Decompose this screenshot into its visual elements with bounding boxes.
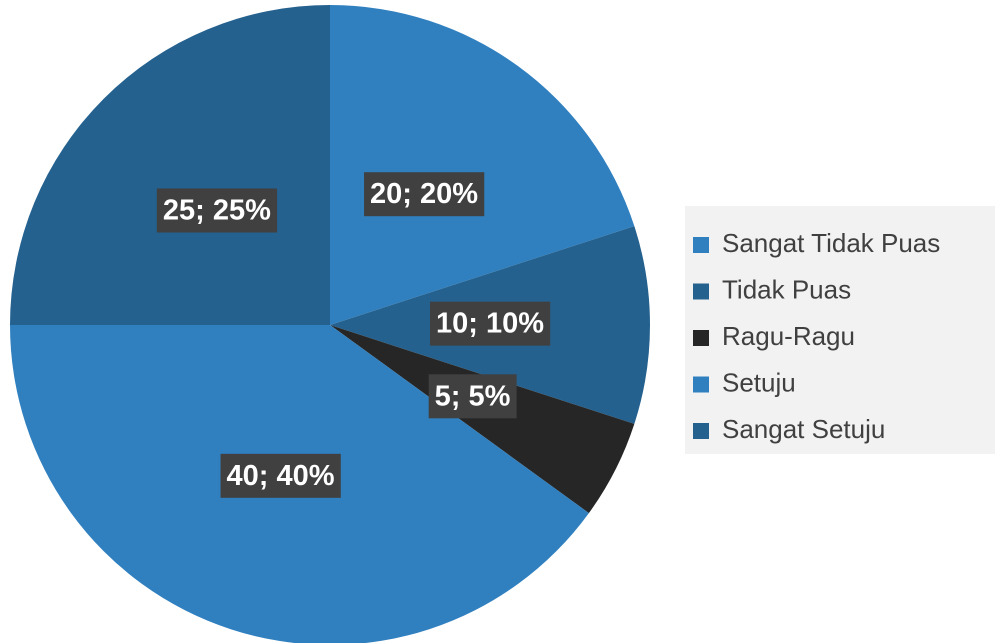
pie-slice xyxy=(330,325,635,514)
data-label: 10; 10% xyxy=(436,308,544,340)
legend-swatch xyxy=(693,423,709,439)
legend: Sangat Tidak Puas Tidak Puas Ragu-Ragu Setu… xyxy=(693,228,940,444)
legend-swatch xyxy=(693,237,709,253)
legend-swatch xyxy=(693,330,709,346)
data-label: 40; 40% xyxy=(227,460,335,492)
legend-label: Ragu-Ragu xyxy=(722,321,855,351)
legend-label: Tidak Puas xyxy=(722,274,851,304)
legend-swatch xyxy=(693,283,709,300)
legend-box xyxy=(685,206,995,454)
legend-label: Sangat Setuju xyxy=(722,414,885,444)
data-label: 25; 25% xyxy=(163,195,271,227)
data-label-box xyxy=(156,188,278,233)
data-label: 20; 20% xyxy=(370,178,478,210)
pie-slice xyxy=(330,5,635,325)
data-labels: 20; 20% 10; 10% 5; 5% 40; 40% 25; 25% xyxy=(156,172,551,498)
data-label-box xyxy=(364,172,485,217)
data-label: 5; 5% xyxy=(435,380,511,412)
data-label-box xyxy=(429,301,551,346)
data-label-box xyxy=(220,453,341,498)
legend-swatch xyxy=(693,376,709,393)
pie xyxy=(10,5,650,643)
data-label-box xyxy=(428,374,517,419)
pie-slice xyxy=(10,5,330,325)
legend-label: Setuju xyxy=(722,367,796,397)
legend-label: Sangat Tidak Puas xyxy=(722,228,940,258)
